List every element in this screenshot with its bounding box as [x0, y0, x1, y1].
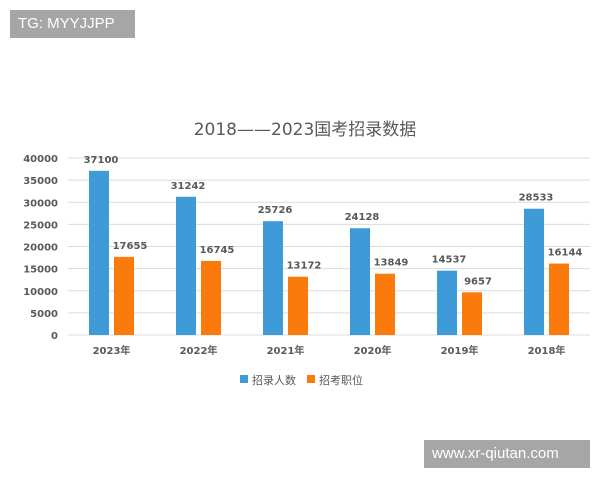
watermark-top-left: TG: MYYJJPP [10, 10, 135, 38]
data-label: 13849 [374, 258, 409, 269]
x-tick-label: 2018年 [528, 344, 566, 357]
bar-recruits [176, 196, 196, 335]
bar-positions [288, 276, 308, 335]
legend-swatch [307, 375, 315, 383]
bar-positions [375, 273, 395, 335]
data-label: 16144 [548, 248, 583, 259]
data-label: 31242 [171, 181, 206, 192]
y-tick-label: 0 [51, 331, 58, 342]
x-tick-label: 2023年 [93, 344, 131, 357]
legend-label: 招录人数 [252, 373, 296, 387]
data-label: 25726 [258, 205, 293, 216]
bar-positions [114, 256, 134, 335]
data-label: 24128 [345, 212, 380, 223]
y-tick-label: 25000 [23, 220, 58, 231]
bar-positions [201, 260, 221, 335]
bar-recruits [350, 228, 370, 335]
y-tick-label: 15000 [23, 265, 58, 276]
y-tick-label: 30000 [23, 198, 58, 209]
data-label: 28533 [519, 193, 554, 204]
y-tick-label: 20000 [23, 243, 58, 254]
bar-recruits [89, 170, 109, 335]
y-tick-label: 10000 [23, 287, 58, 298]
bar-recruits [437, 270, 457, 335]
bar-recruits [524, 208, 544, 335]
data-label: 14537 [432, 255, 467, 266]
y-tick-label: 35000 [23, 176, 58, 187]
data-label: 37100 [84, 155, 119, 166]
x-tick-label: 2020年 [354, 344, 392, 357]
data-label: 17655 [113, 241, 148, 252]
bar-positions [549, 263, 569, 335]
legend-label: 招考职位 [319, 373, 363, 387]
data-label: 16745 [200, 245, 235, 256]
bar-recruits [263, 221, 283, 335]
legend-swatch [240, 375, 248, 383]
y-tick-label: 40000 [23, 154, 58, 165]
data-label: 13172 [287, 261, 322, 272]
watermark-bottom-right: www.xr-qiutan.com [424, 440, 590, 468]
data-label: 9657 [464, 276, 492, 287]
bar-positions [462, 292, 482, 335]
x-tick-label: 2019年 [441, 344, 479, 357]
chart-title: 2018——2023国考招录数据 [194, 120, 417, 140]
x-tick-label: 2022年 [180, 344, 218, 357]
x-tick-label: 2021年 [267, 344, 305, 357]
y-tick-label: 5000 [30, 309, 58, 320]
